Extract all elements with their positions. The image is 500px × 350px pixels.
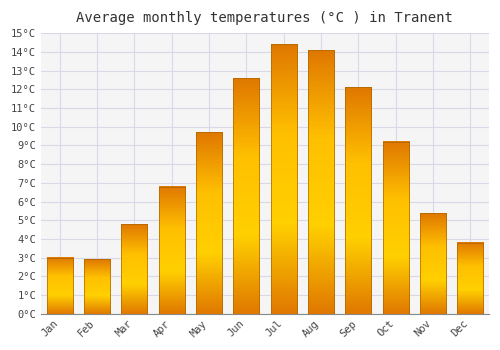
Bar [121, 224, 148, 314]
Bar [233, 78, 260, 314]
Bar [84, 259, 110, 314]
Title: Average monthly temperatures (°C ) in Tranent: Average monthly temperatures (°C ) in Tr… [76, 11, 454, 25]
Bar [420, 213, 446, 314]
Bar [46, 258, 72, 314]
Bar [308, 50, 334, 314]
Bar [270, 44, 296, 314]
Bar [345, 88, 372, 314]
Bar [457, 243, 483, 314]
Bar [382, 142, 408, 314]
Bar [196, 132, 222, 314]
Bar [158, 187, 184, 314]
